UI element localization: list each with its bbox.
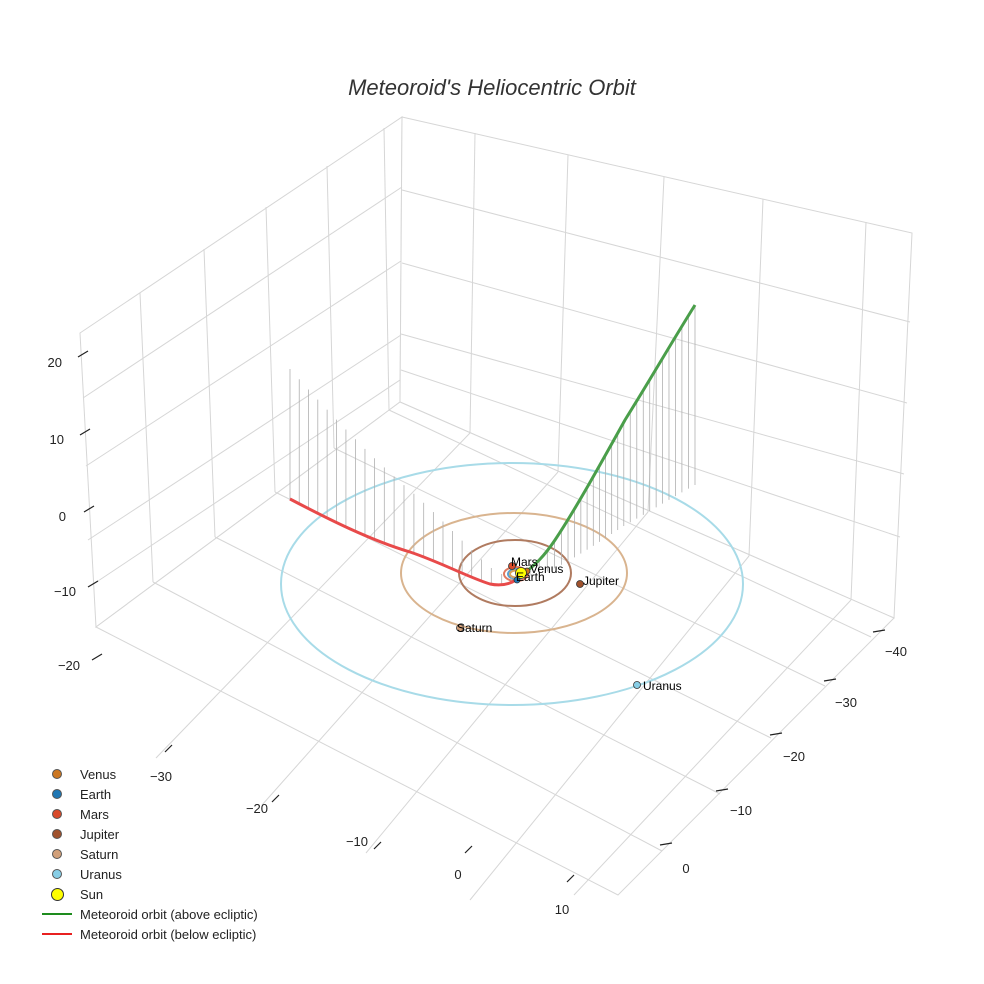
z-tick-label: 10 [50,432,64,447]
planet-saturn [456,624,464,632]
legend-label: Meteoroid orbit (below ecliptic) [80,926,257,942]
z-tick-label: 0 [59,509,66,524]
planet-uranus [633,681,641,689]
legend-item-mars[interactable]: Mars [40,804,258,824]
meteoroid-orbit-above [519,304,697,578]
label-jupiter: Jupiter [583,574,619,588]
label-earth: Earth [516,570,545,584]
legend-item-uranus[interactable]: Uranus [40,864,258,884]
legend-marker [40,924,74,944]
legend-marker [40,884,74,904]
meteoroid-orbit-below [289,497,522,587]
legend-item-saturn[interactable]: Saturn [40,844,258,864]
y-tick-label: −20 [783,749,805,764]
legend: Venus Earth Mars Jupiter Saturn Uranus S… [40,764,258,944]
legend-label: Earth [80,786,112,802]
sun [515,567,527,579]
planet-labels: Uranus Saturn Jupiter Mars Venus Earth [457,555,682,693]
planets [456,562,641,689]
tick-labels: 20 10 0 −10 −20 −30 −20 −10 0 10 −40 −30… [48,355,908,917]
legend-item-venus[interactable]: Venus [40,764,258,784]
legend-marker [40,904,74,924]
legend-label: Venus [80,766,117,782]
label-venus: Venus [530,562,563,576]
x-tick-label: −20 [246,801,268,816]
legend-item-orbit-above[interactable]: Meteoroid orbit (above ecliptic) [40,904,258,924]
floor-pane [95,401,895,896]
legend-label: Jupiter [80,826,120,842]
orbit-uranus [280,462,744,706]
legend-marker [40,784,74,804]
orbit-saturn [400,512,628,634]
y-tick-label: −40 [885,644,907,659]
legend-label: Saturn [80,846,119,862]
chart-title: Meteoroid's Heliocentric Orbit [348,75,637,100]
x-tick-label: 0 [454,867,461,882]
y-tick-label: −30 [835,695,857,710]
legend-label: Sun [80,886,104,902]
label-saturn: Saturn [457,621,492,635]
z-tick-label: 20 [48,355,62,370]
x-tick-label: −30 [150,769,172,784]
legend-label: Uranus [80,866,122,882]
y-tick-label: −10 [730,803,752,818]
drop-lines [289,305,696,585]
legend-marker [40,824,74,844]
planet-mars [508,562,516,570]
label-uranus: Uranus [643,679,682,693]
planet-orbits [280,462,744,706]
planet-jupiter [576,580,584,588]
legend-marker [40,864,74,884]
legend-item-earth[interactable]: Earth [40,784,258,804]
legend-label: Mars [80,806,109,822]
legend-label: Meteoroid orbit (above ecliptic) [80,906,258,922]
legend-item-orbit-below[interactable]: Meteoroid orbit (below ecliptic) [40,924,258,944]
y-tick-label: 0 [682,861,689,876]
legend-item-sun[interactable]: Sun [40,884,258,904]
legend-item-jupiter[interactable]: Jupiter [40,824,258,844]
legend-marker [40,844,74,864]
label-mars: Mars [511,555,538,569]
x-tick-label: 10 [555,902,569,917]
legend-marker [40,764,74,784]
legend-marker [40,804,74,824]
z-tick-label: −20 [58,658,80,673]
axis-ticks [77,350,886,883]
z-tick-label: −10 [54,584,76,599]
x-tick-label: −10 [346,834,368,849]
